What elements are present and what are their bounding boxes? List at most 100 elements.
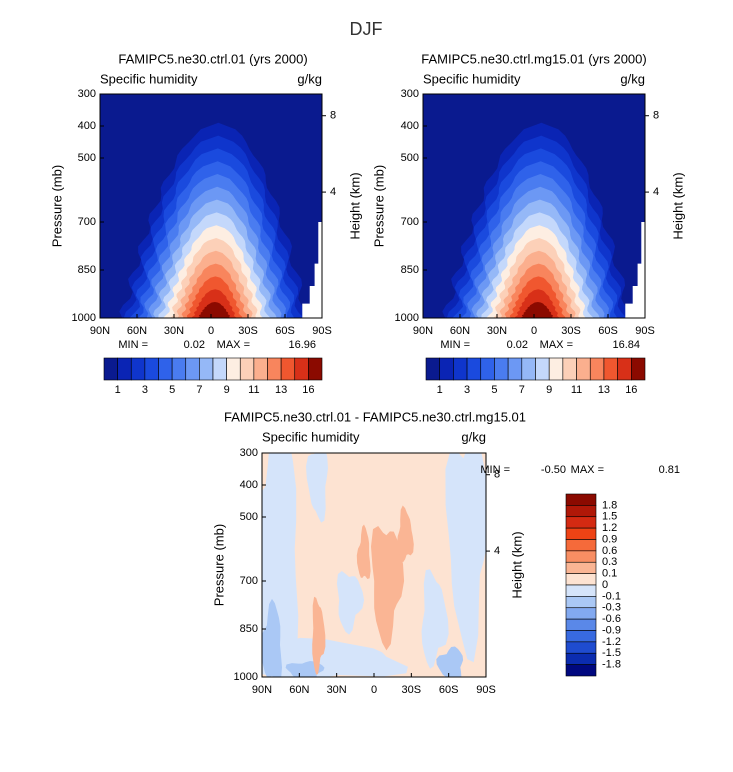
x-tick-label: 30S [238,325,258,337]
y-tick-label: 300 [240,447,258,459]
colorbar-box [603,357,618,381]
colorbar-box [565,652,597,665]
colorbar-box [226,357,241,381]
colorbar-box [267,357,282,381]
colorbar-box [453,357,468,381]
panel-title: FAMIPC5.ne30.ctrl.01 (yrs 2000) [118,51,307,66]
colorbar-box [199,357,214,381]
colorbar-box [466,357,482,381]
colorbar-label: 0.6 [602,545,617,557]
colorbar-label: -1.8 [602,659,621,671]
colorbar-label: 1 [115,384,121,396]
y-tick-label: 700 [240,575,258,587]
colorbar-box [565,561,597,574]
x-tick-label: 60N [289,684,309,696]
colorbar-box [521,357,536,381]
y-tick-label: 700 [401,216,419,228]
max-label: MAX = [217,339,250,351]
colorbar-label: 1.2 [602,522,617,534]
contour-fill [312,596,326,675]
min-label: MIN = [118,339,148,351]
y2-tick-label: 4 [494,545,500,557]
y-tick-label: 1000 [72,312,96,324]
colorbar-box [562,357,577,381]
y2-tick-label: 8 [653,110,659,122]
x-tick-label: 0 [371,684,377,696]
colorbar-box [565,641,597,654]
colorbar-box [130,357,146,381]
units: g/kg [461,429,486,444]
colorbar-label: 3 [464,384,470,396]
colorbar-label: -0.1 [602,590,621,602]
y-tick-label: 400 [240,479,258,491]
y2-tick-label: 8 [330,110,336,122]
y-tick-label: 500 [78,152,96,164]
colorbar-box [185,357,200,381]
contour-fill [356,524,371,579]
x-tick-label: 90S [312,325,332,337]
colorbar-box [565,527,597,540]
colorbar-box [212,357,227,381]
colorbar-label: -0.3 [602,602,621,614]
colorbar-box [535,357,550,381]
panel-title: FAMIPC5.ne30.ctrl.01 - FAMIPC5.ne30.ctrl… [224,409,526,424]
y-axis-label: Pressure (mb) [211,524,226,606]
colorbar-label: -1.5 [602,647,621,659]
min-value: 0.02 [184,339,205,351]
y2-axis-label: Height (km) [347,172,362,239]
max-label: MAX = [571,464,604,476]
y2-axis-label: Height (km) [509,531,524,598]
x-tick-label: 60S [439,684,459,696]
colorbar-label: 9 [224,384,230,396]
colorbar-label: -0.6 [602,613,621,625]
min-label: MIN = [440,339,470,351]
colorbar-box [294,357,309,381]
contour-fill [306,453,328,523]
panel-title: FAMIPC5.ne30.ctrl.mg15.01 (yrs 2000) [421,51,646,66]
colorbar-box [548,357,564,381]
contour-fill [421,569,449,669]
colorbar-box [589,357,605,381]
colorbar-label: 13 [598,384,610,396]
min-value: -0.50 [541,464,566,476]
colorbar-box [565,618,597,631]
contour-fill [397,505,414,563]
colorbar-label: -0.9 [602,624,621,636]
y2-tick-label: 8 [494,469,500,481]
colorbar-box [565,539,597,552]
colorbar-label: 5 [169,384,175,396]
missing-area [302,222,322,318]
colorbar-label: 11 [248,384,259,396]
colorbar-box [280,357,296,381]
missing-area [625,222,645,318]
y-tick-label: 400 [401,120,419,132]
x-tick-label: 90N [413,325,433,337]
plot-area [100,94,322,318]
colorbar-label: 3 [142,384,148,396]
colorbar-label: 13 [275,384,287,396]
y-tick-label: 850 [240,623,258,635]
colorbar-box [439,357,454,381]
colorbar-label: -1.2 [602,636,621,648]
y2-tick-label: 4 [330,186,336,198]
max-value: 0.81 [659,464,680,476]
colorbar-label: 0.1 [602,568,617,580]
contour-fill [336,571,365,635]
contour-fill [445,453,486,663]
y-tick-label: 1000 [234,671,258,683]
colorbar-box [308,357,323,381]
colorbar-box [507,357,523,381]
colorbar-label: 5 [491,384,497,396]
colorbar-box [480,357,495,381]
x-tick-label: 90N [90,325,110,337]
y-tick-label: 400 [78,120,96,132]
colorbar-box [565,505,597,518]
contour-fill [436,646,464,677]
contour-fill [262,598,282,677]
x-tick-label: 30S [561,325,581,337]
colorbar-box [576,357,591,381]
colorbar-label: 0 [602,579,608,591]
x-tick-label: 60N [127,325,147,337]
colorbar-box [565,550,597,563]
colorbar-box [565,664,597,677]
